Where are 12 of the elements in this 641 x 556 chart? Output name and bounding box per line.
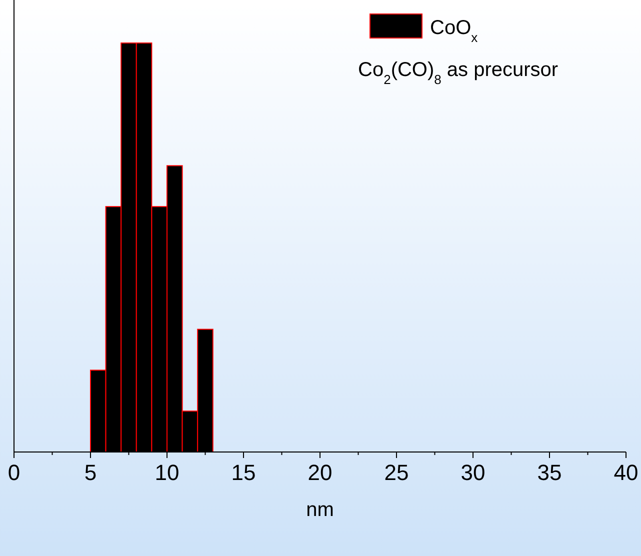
x-tick-label: 30 — [460, 460, 486, 485]
x-tick-label: 40 — [614, 460, 638, 485]
x-tick-label: 0 — [8, 460, 20, 485]
annotation: Co$_{2}$(CO)$_{8}$ as precursor — [358, 59, 558, 86]
x-tick-label: 35 — [537, 460, 562, 485]
x-tick-label: 15 — [231, 460, 256, 485]
x-tick-label: 20 — [308, 460, 332, 485]
x-tick-label: 25 — [384, 460, 409, 485]
legend-label: CoO$_{x}$ — [430, 17, 478, 44]
x-axis-title: nm — [306, 499, 334, 521]
x-tick-label: 10 — [154, 460, 180, 485]
x-tick-label: 5 — [84, 460, 97, 485]
